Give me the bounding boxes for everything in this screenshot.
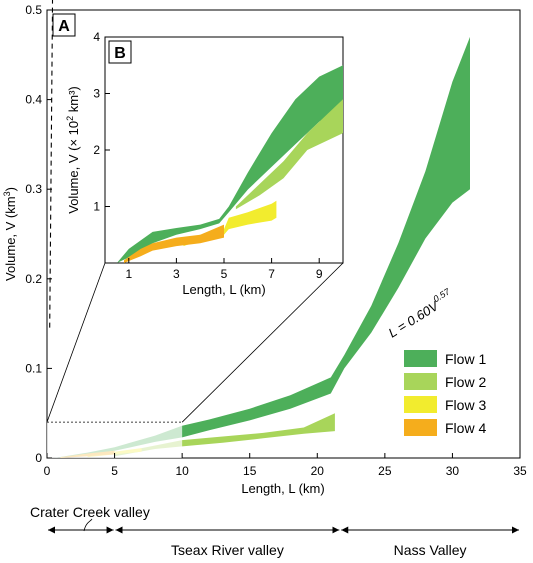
a-x-axis-label: Length, L (km) (241, 481, 324, 496)
panel-a-frame (46, 9, 521, 459)
fit-equation: L = 0.60V0.57 (384, 286, 457, 341)
a-x-tick-30: 30 (446, 464, 460, 478)
legend-label-flow-3: Flow 3 (445, 397, 486, 413)
a-zoom-region-fade (47, 422, 183, 458)
zoom-guide-right (181, 262, 344, 423)
a-y-tick-0: 0 (35, 451, 42, 465)
zoom-guide-left (46, 262, 106, 423)
valley-label-tseax-river-valley: Tseax River valley (171, 542, 284, 558)
a-x-tick-20: 20 (311, 464, 325, 478)
panel-a-label: A (58, 18, 70, 35)
panel-a-label-box (52, 13, 76, 37)
a-x-tick-25: 25 (378, 464, 392, 478)
b-y-tick-4: 4 (93, 30, 100, 44)
legend-label-flow-4: Flow 4 (445, 420, 486, 436)
a-y-tick-0.1: 0.1 (25, 361, 42, 375)
b-x-tick-1: 1 (125, 267, 132, 281)
panel-b-label: B (114, 45, 126, 62)
a-x-tick-5: 5 (111, 464, 118, 478)
legend: Flow 1 Flow 2 Flow 3 Flow 4 (404, 350, 486, 436)
a-y-tick-0.2: 0.2 (25, 272, 42, 286)
b-x-axis-label: Length, L (km) (182, 282, 265, 297)
a-x-tick-0: 0 (44, 464, 51, 478)
a-y-tick-0.4: 0.4 (25, 93, 42, 107)
a-x-tick-10: 10 (175, 464, 189, 478)
b-band-flow-4 (124, 224, 224, 263)
b-y-tick-3: 3 (93, 87, 100, 101)
a-x-tick-15: 15 (243, 464, 257, 478)
valley-callout (83, 518, 93, 532)
a-y-tick-0.3: 0.3 (25, 182, 42, 196)
a-y-tick-0.5: 0.5 (25, 3, 42, 17)
legend-swatch-flow-3 (404, 396, 437, 413)
panel-b-label-box (108, 40, 132, 64)
a-x-tick-35: 35 (513, 464, 527, 478)
legend-label-flow-2: Flow 2 (445, 374, 486, 390)
b-x-tick-3: 3 (173, 267, 180, 281)
legend-swatch-flow-4 (404, 419, 437, 436)
b-y-tick-2: 2 (93, 143, 100, 157)
valley-label-nass-valley: Nass Valley (394, 542, 467, 558)
legend-swatch-flow-2 (404, 373, 437, 390)
legend-label-flow-1: Flow 1 (445, 351, 486, 367)
valley-annotations: Crater Creek valley Tseax River valley Nas… (30, 504, 519, 558)
b-y-axis-label: Volume, V (× 102 km³) (65, 86, 81, 214)
b-x-tick-7: 7 (268, 267, 275, 281)
b-band-flow-2 (235, 99, 343, 210)
panel-b: 1 3 5 7 9 1 2 3 4 B Length, L (km) Volume, V (× … (65, 30, 344, 297)
b-x-tick-9: 9 (316, 267, 323, 281)
b-y-tick-1: 1 (93, 200, 100, 214)
a-y-axis-label: Volume, V (km3) (2, 187, 18, 281)
valley-label-crater-creek-valley: Crater Creek valley (30, 504, 150, 520)
b-band-flow-1 (116, 65, 343, 263)
legend-swatch-flow-1 (404, 350, 437, 367)
b-x-tick-5: 5 (221, 267, 228, 281)
